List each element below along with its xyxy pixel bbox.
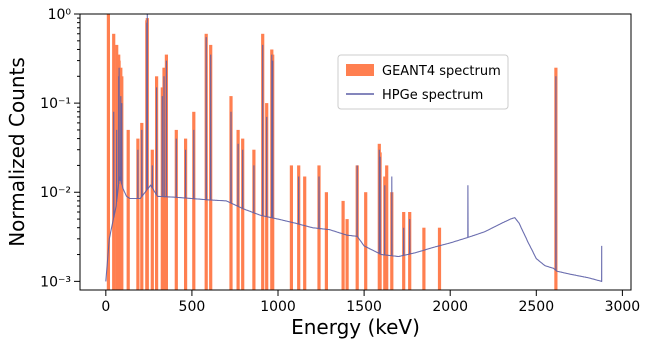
- y-tick-label: 10⁻³: [40, 274, 71, 290]
- plot-frame: [79, 13, 632, 291]
- geant4-bar: [252, 149, 256, 290]
- geant4-bar: [126, 129, 130, 290]
- geant4-bar: [297, 165, 301, 290]
- hpge-line: [105, 13, 603, 283]
- geant4-bar: [241, 138, 245, 290]
- geant4-bar: [140, 122, 144, 291]
- x-tick-label: 1000: [260, 299, 296, 315]
- geant4-bar: [106, 14, 110, 290]
- geant4-bar: [192, 111, 196, 290]
- y-axis: 10⁻³ 10⁻² 10⁻¹ 10⁰: [40, 7, 80, 290]
- legend-label-hpge: HPGe spectrum: [382, 88, 483, 103]
- legend-swatch-geant4: [346, 64, 374, 76]
- geant4-bar: [324, 192, 328, 290]
- hpge-spectrum-line: [105, 13, 603, 283]
- geant4-bar: [364, 192, 368, 290]
- geant4-bar: [174, 129, 178, 290]
- geant4-bar: [341, 200, 345, 290]
- geant4-bar: [422, 227, 426, 290]
- geant4-bar: [136, 138, 140, 290]
- x-axis-label: Energy (keV): [291, 315, 420, 339]
- geant4-bar: [150, 149, 154, 290]
- legend: GEANT4 spectrum HPGe spectrum: [337, 54, 509, 110]
- y-axis-label: Normalized Counts: [5, 57, 29, 247]
- x-axis: 0 500 1000 1500 2000 2500 3000: [101, 290, 640, 315]
- y-tick-label: 10⁰: [48, 7, 72, 23]
- x-tick-label: 2000: [432, 299, 468, 315]
- geant4-bar: [289, 165, 293, 290]
- legend-box: [337, 54, 509, 110]
- y-tick-label: 10⁻²: [40, 185, 71, 201]
- geant4-bar: [437, 227, 442, 290]
- geant4-bar: [385, 165, 389, 290]
- geant4-bar: [236, 129, 240, 290]
- geant4-bar: [184, 138, 188, 290]
- legend-label-geant4: GEANT4 spectrum: [382, 64, 501, 79]
- x-tick-label: 0: [101, 299, 110, 315]
- y-tick-label: 10⁻¹: [40, 96, 71, 112]
- geant4-bar: [345, 219, 349, 290]
- x-tick-label: 1500: [346, 299, 382, 315]
- x-tick-label: 500: [179, 299, 206, 315]
- geant4-bar: [303, 176, 307, 290]
- x-tick-label: 2500: [518, 299, 554, 315]
- x-tick-label: 3000: [605, 299, 641, 315]
